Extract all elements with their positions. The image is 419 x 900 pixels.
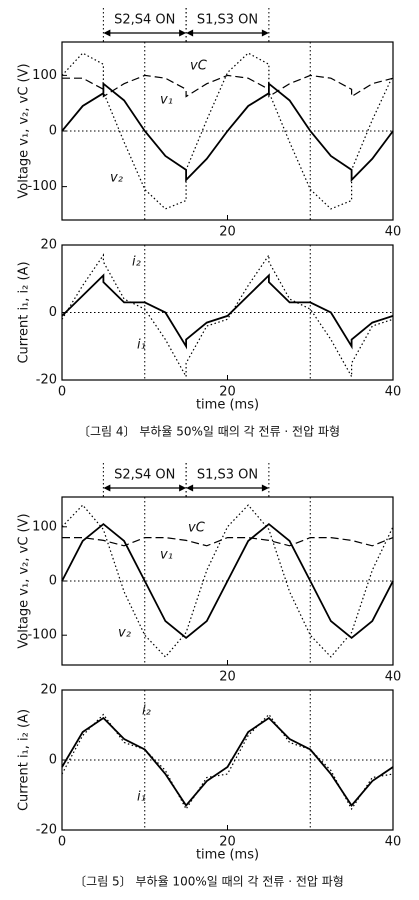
series-label: v₁: [160, 548, 173, 563]
y-tick-label: -20: [36, 823, 57, 838]
phase-label: S1,S3 ON: [197, 13, 258, 28]
caption: 〔그림 4〕 부하율 50%일 때의 각 전류 · 전압 파형: [78, 425, 340, 439]
series-label: v₂: [110, 171, 123, 186]
series-line: [62, 74, 394, 98]
series-line: [62, 537, 394, 547]
x-tick-label: 0: [58, 385, 66, 400]
x-tick-label: 40: [385, 835, 402, 850]
caption: 〔그림 5〕 부하율 100%일 때의 각 전류 · 전압 파형: [74, 875, 344, 889]
y-tick-label: -100: [27, 179, 57, 194]
y-tick-label: 0: [49, 753, 57, 768]
series-label: vC: [190, 59, 208, 74]
y-tick-label: 20: [40, 238, 57, 253]
y-tick-label: -20: [36, 373, 57, 388]
x-tick-label: 40: [385, 225, 402, 240]
y-axis-title: Current i₁, i₂ (A): [17, 261, 32, 363]
series-line: [61, 81, 394, 183]
x-tick-label: 40: [385, 670, 402, 685]
phase-label: S2,S4 ON: [114, 468, 175, 483]
series-line: [61, 716, 394, 808]
phase-label: S1,S3 ON: [197, 468, 258, 483]
series-label: i₁: [137, 790, 146, 805]
y-tick-label: 0: [49, 574, 57, 589]
y-axis-title: Current i₁, i₂ (A): [17, 709, 32, 811]
series-line: [61, 253, 394, 379]
y-tick-label: 0: [49, 124, 57, 139]
series-label: i₂: [142, 704, 151, 719]
x-tick-label: 20: [219, 225, 236, 240]
x-tick-label: 40: [385, 385, 402, 400]
x-tick-label: 20: [219, 670, 236, 685]
series-label: vC: [188, 521, 206, 536]
y-tick-label: 100: [32, 68, 57, 83]
y-tick-label: 100: [32, 519, 57, 534]
series-line: [61, 273, 394, 350]
x-tick-label: 0: [58, 835, 66, 850]
y-axis-title: Voltage v₁, v₂, vC (V): [17, 513, 32, 648]
series-line: [61, 522, 394, 640]
y-tick-label: 0: [49, 305, 57, 320]
series-label: i₂: [132, 255, 141, 270]
phase-label: S2,S4 ON: [114, 13, 175, 28]
series-label: v₁: [160, 93, 173, 108]
series-line: [61, 713, 394, 811]
x-tick-label: 20: [219, 835, 236, 850]
x-axis-title: time (ms): [196, 398, 259, 413]
y-axis-title: Voltage v₁, v₂, vC (V): [17, 63, 32, 198]
x-axis-title: time (ms): [196, 848, 259, 863]
y-tick-label: -100: [27, 628, 57, 643]
y-tick-label: 20: [40, 683, 57, 698]
series-label: v₂: [118, 626, 131, 641]
series-label: i₁: [137, 338, 146, 353]
x-tick-label: 20: [219, 385, 236, 400]
